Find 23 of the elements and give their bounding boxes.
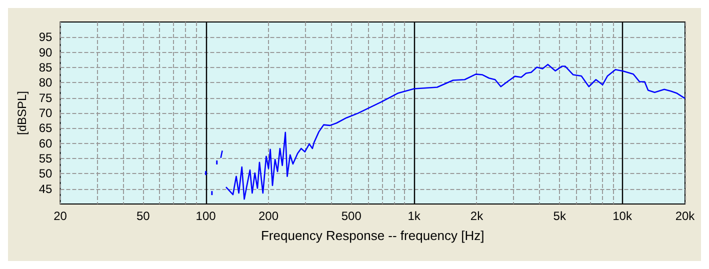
y-tick-label: 90 xyxy=(38,45,53,60)
x-tick-label: 5k xyxy=(553,209,567,223)
x-tick-label: 100 xyxy=(196,209,216,223)
x-tick-label: 50 xyxy=(136,209,150,223)
x-axis-title: Frequency Response -- frequency [Hz] xyxy=(260,228,484,243)
y-tick-label: 75 xyxy=(38,90,53,105)
y-tick-label: 80 xyxy=(38,76,53,90)
x-tick-label: 20 xyxy=(54,209,68,223)
y-tick-label: 65 xyxy=(38,121,53,136)
y-tick-label: 50 xyxy=(38,166,53,181)
x-tick-label: 200 xyxy=(258,209,279,223)
y-tick-label: 85 xyxy=(38,60,53,74)
x-tick-label: 500 xyxy=(341,209,362,223)
y-tick-label: 55 xyxy=(38,152,53,166)
y-tick-label: 60 xyxy=(38,136,53,150)
x-tick-label: 2k xyxy=(470,209,484,223)
y-tick-label: 70 xyxy=(38,106,53,120)
x-tick-label: 10k xyxy=(612,209,633,223)
x-tick-label: 20k xyxy=(675,209,696,223)
y-tick-label: 45 xyxy=(38,182,53,196)
y-tick-label: 95 xyxy=(38,30,53,44)
x-tick-label: 1k xyxy=(408,209,422,223)
y-axis-title: [dBSPL] xyxy=(15,90,29,136)
